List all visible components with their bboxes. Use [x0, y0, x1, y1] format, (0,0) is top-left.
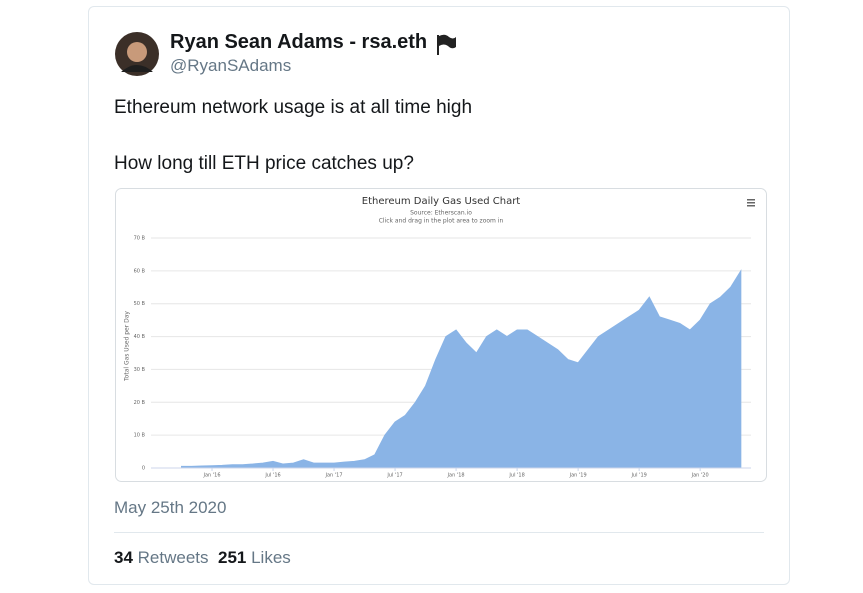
chart-subtitle: Source: Etherscan.io — [410, 210, 472, 217]
x-tick-label: Jul '18 — [508, 473, 524, 479]
avatar[interactable] — [115, 32, 159, 76]
chart-note: Click and drag in the plot area to zoom … — [379, 218, 504, 225]
x-tick-label: Jul '19 — [630, 473, 646, 479]
x-tick-label: Jul '16 — [264, 473, 280, 479]
retweet-count[interactable]: 34 — [114, 548, 133, 567]
x-tick-label: Jan '19 — [569, 473, 587, 479]
x-tick-label: Jul '17 — [386, 473, 402, 479]
like-count[interactable]: 251 — [217, 548, 247, 567]
tweet-text: Ethereum network usage is at all time hi… — [114, 97, 473, 118]
y-tick-label: 50 B — [134, 301, 146, 307]
tweet-date: May 25th 2020 — [114, 498, 227, 517]
tweet-card: Ryan Sean Adams - rsa.eth @RyanSAdams Et… — [88, 6, 790, 585]
y-tick-label: 20 B — [134, 400, 146, 406]
author-name[interactable]: Ryan Sean Adams - rsa.eth — [170, 31, 428, 53]
y-tick-label: 0 — [142, 466, 145, 472]
tweet-stats: 34 Retweets 251 Likes — [114, 548, 291, 568]
chart-title: Ethereum Daily Gas Used Chart — [362, 196, 521, 207]
y-tick-label: 10 B — [134, 433, 146, 439]
x-tick-label: Jan '16 — [202, 473, 220, 479]
x-tick-label: Jan '20 — [691, 473, 709, 479]
y-tick-label: 70 B — [134, 236, 146, 242]
y-axis-label: Total Gas Used per Day — [124, 311, 131, 382]
y-tick-label: 40 B — [134, 334, 146, 340]
tweet-text: How long till ETH price catches up? — [114, 153, 414, 174]
retweet-label[interactable]: Retweets — [137, 548, 209, 567]
x-tick-label: Jan '17 — [325, 473, 343, 479]
menu-icon[interactable] — [747, 199, 755, 207]
chart: Ethereum Daily Gas Used Chart Source: Et… — [115, 188, 767, 482]
y-tick-label: 60 B — [134, 268, 146, 274]
y-tick-label: 30 B — [134, 367, 146, 373]
x-tick-label: Jan '18 — [447, 473, 465, 479]
author-handle[interactable]: @RyanSAdams — [170, 56, 292, 75]
like-label[interactable]: Likes — [251, 548, 291, 567]
area — [181, 269, 742, 469]
separator — [114, 532, 764, 533]
flag-icon — [437, 34, 456, 55]
